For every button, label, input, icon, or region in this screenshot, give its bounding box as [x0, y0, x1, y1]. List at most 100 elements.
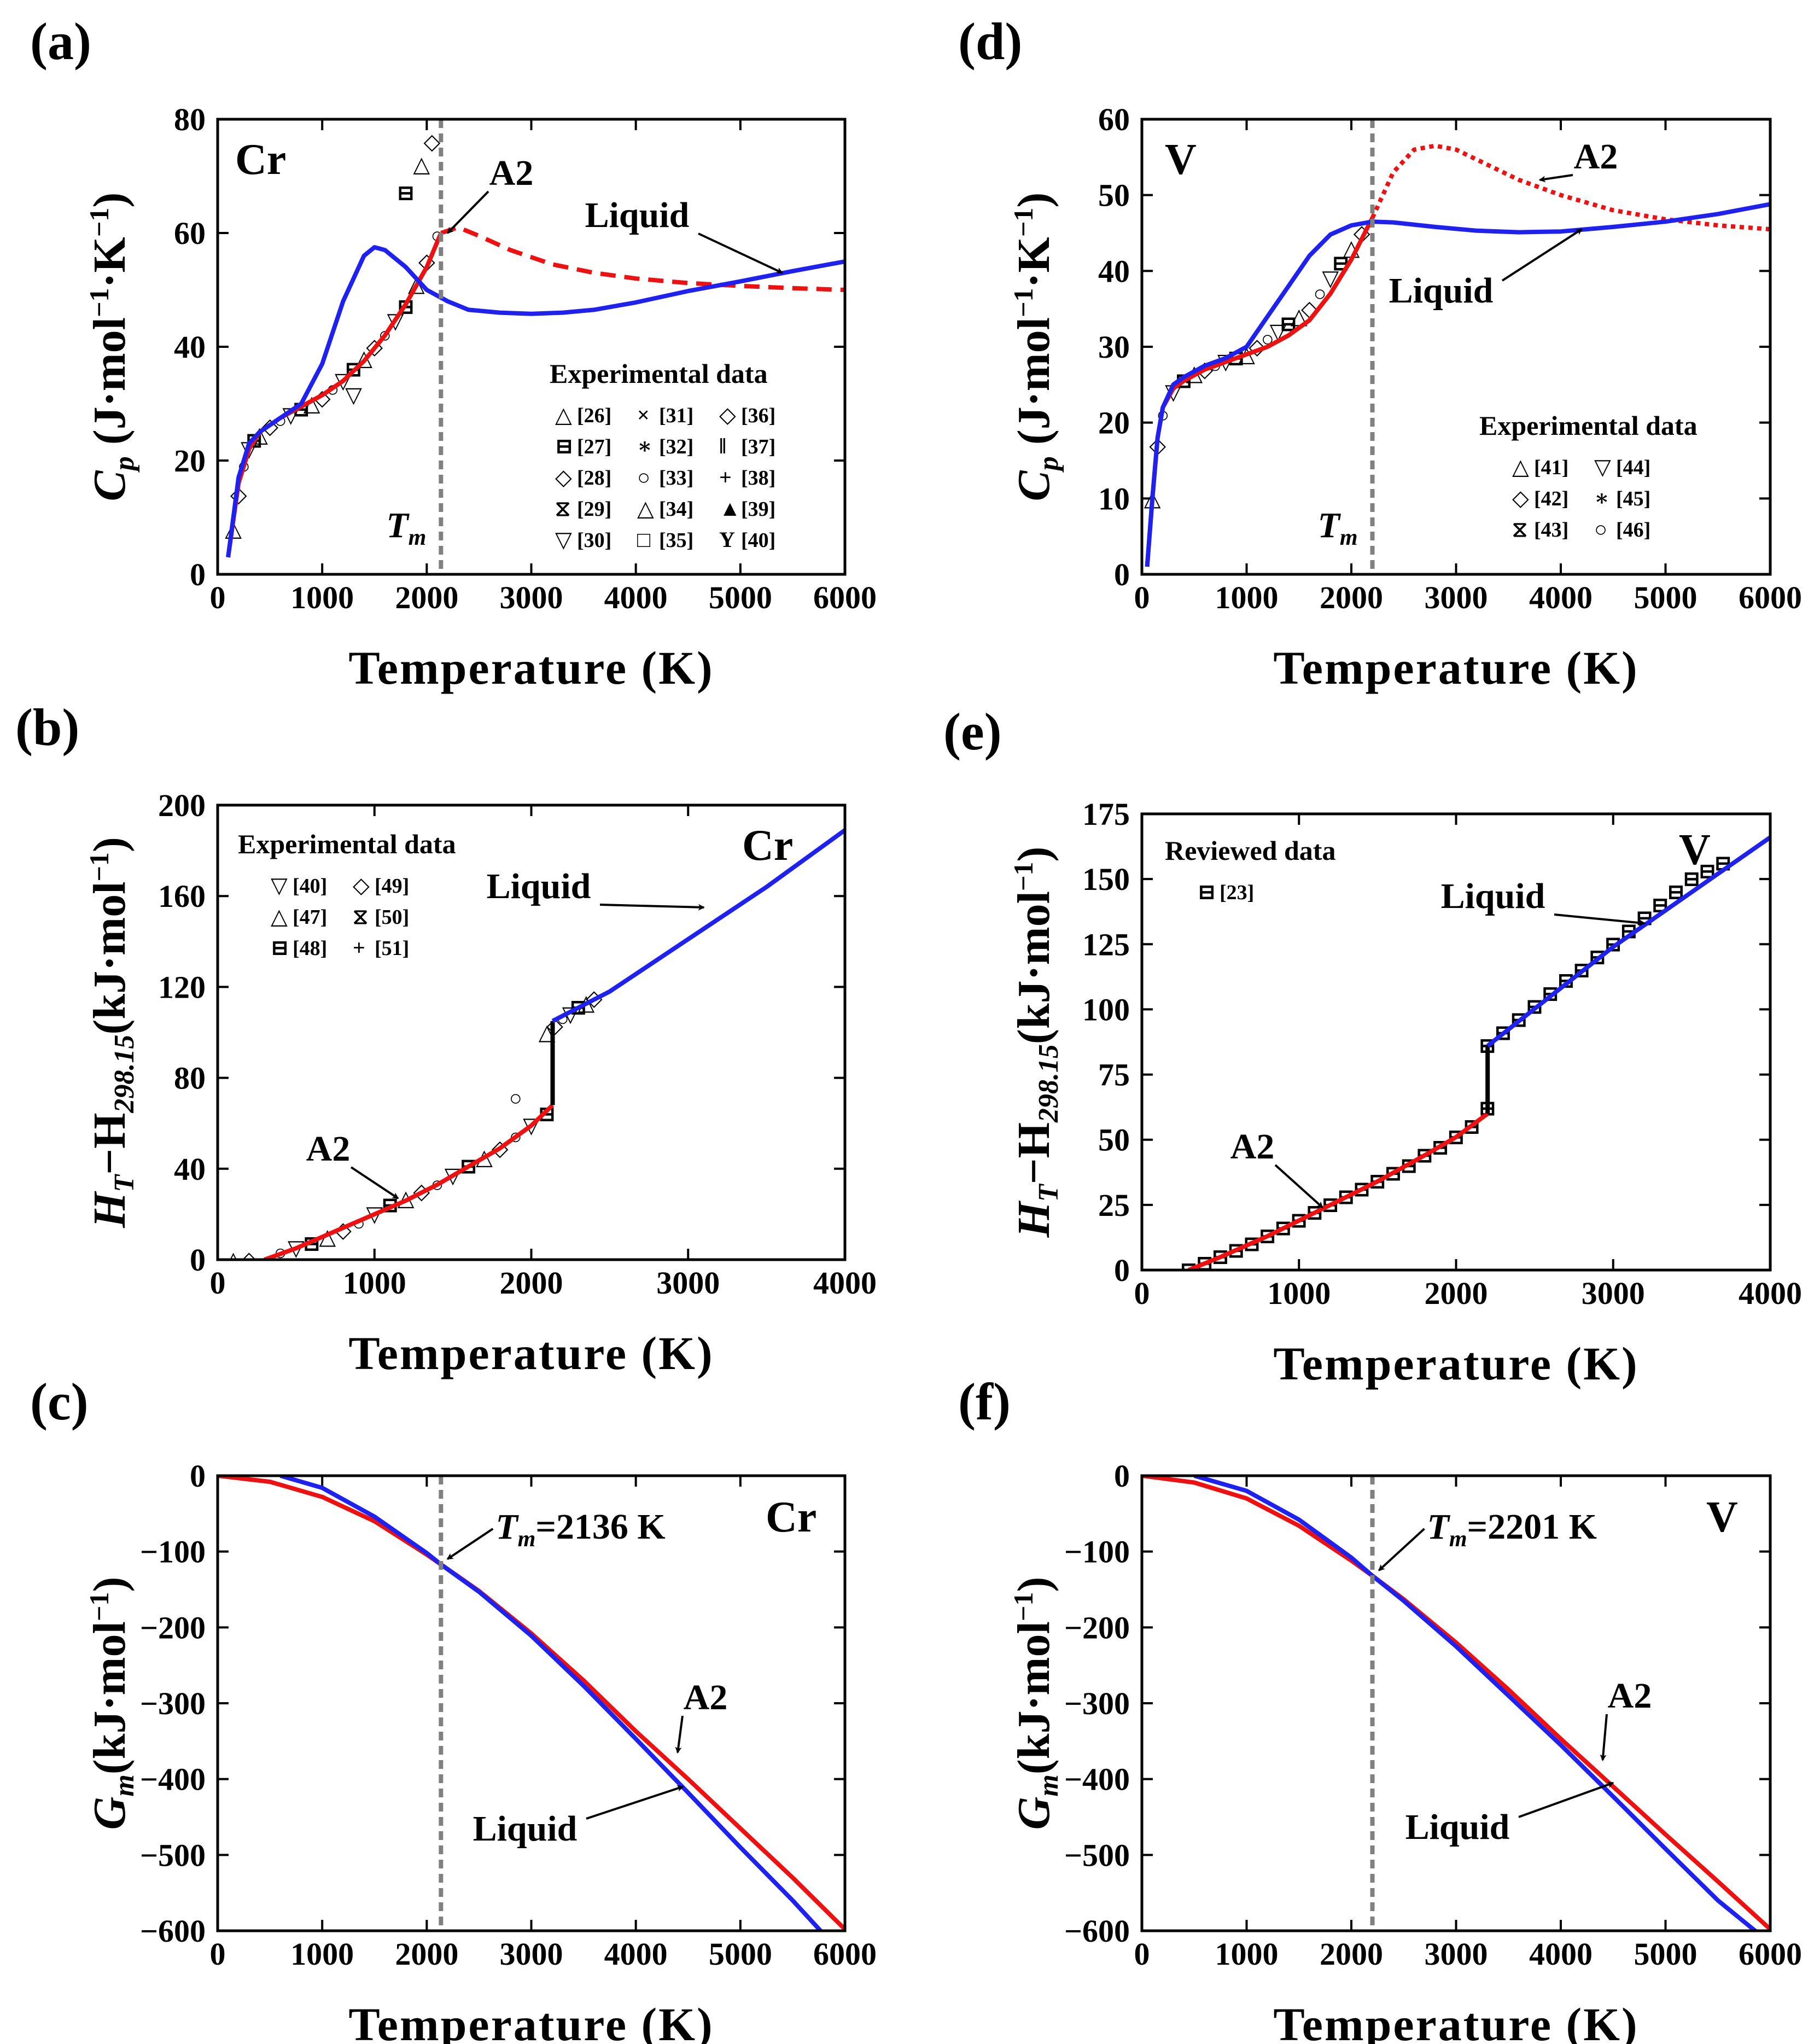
- tm-label: Tm: [386, 505, 426, 550]
- annotation-arrow: [1501, 228, 1583, 282]
- legend-symbol: +: [719, 465, 732, 490]
- x-tick-label: 3000: [1425, 580, 1488, 615]
- annotation-arrow: [698, 232, 784, 274]
- x-tick-label: 4000: [1739, 1276, 1802, 1311]
- legend-symbol: ▽: [1594, 455, 1611, 479]
- legend-ref: [32]: [659, 435, 693, 458]
- x-tick-label: 0: [1134, 1936, 1150, 1972]
- y-tick-label: 175: [1082, 796, 1130, 832]
- x-tick-label: 6000: [813, 580, 877, 615]
- x-tick-label: 6000: [1739, 1936, 1802, 1972]
- y-tick-label: 40: [174, 329, 206, 365]
- legend-symbol: +: [353, 935, 365, 960]
- legend-symbol: ▲: [719, 496, 741, 521]
- y-tick-label: −100: [140, 1534, 206, 1570]
- y-tick-label: −600: [1064, 1913, 1130, 1949]
- x-tick-label: 1000: [290, 580, 354, 615]
- legend-ref: [50]: [375, 906, 409, 929]
- legend-ref: [28]: [577, 467, 611, 490]
- panel-label: (d): [958, 12, 1022, 71]
- y-axis-label: Gm(kJ·mol−1): [84, 1577, 140, 1830]
- y-tick-label: 60: [1098, 102, 1130, 137]
- x-tick-label: 5000: [709, 1936, 772, 1972]
- x-tick-label: 6000: [813, 1936, 877, 1972]
- annotation-liquid: Liquid: [473, 1809, 578, 1849]
- y-tick-label: 0: [190, 1242, 206, 1278]
- annotation-a2: A2: [1230, 1127, 1275, 1167]
- y-tick-label: −500: [140, 1837, 206, 1873]
- panel-label: (e): [943, 702, 1002, 761]
- x-tick-label: 2000: [395, 1936, 458, 1972]
- legend-symbol: △: [637, 496, 654, 521]
- x-tick-label: 0: [1134, 1276, 1150, 1311]
- legend-ref: [43]: [1534, 519, 1568, 541]
- legend-symbol: ⧖: [555, 496, 570, 521]
- y-tick-label: 0: [190, 1458, 206, 1494]
- x-tick-label: 0: [210, 1265, 226, 1301]
- legend-symbol: ◇: [353, 873, 370, 898]
- x-tick-label: 1000: [343, 1265, 406, 1301]
- legend-ref: [51]: [375, 937, 409, 960]
- legend-ref: [40]: [741, 529, 775, 552]
- annotation-arrow: [1554, 913, 1646, 927]
- legend-symbol: ◇: [1512, 486, 1529, 510]
- x-tick-label: 2000: [1425, 1276, 1488, 1311]
- x-tick-label: 4000: [1529, 580, 1593, 615]
- legend-ref: [29]: [577, 498, 611, 521]
- legend-ref: [48]: [293, 937, 327, 960]
- y-axis-label: Cp (J·mol−1·K−1): [1008, 193, 1064, 502]
- y-tick-label: 125: [1082, 927, 1130, 962]
- annotation-arrow: [1538, 174, 1573, 183]
- x-tick-label: 5000: [1634, 1936, 1698, 1972]
- y-axis-label: HT−H298.15(kJ·mol−1): [84, 837, 140, 1228]
- x-axis-label: Temperature (K): [348, 1327, 714, 1379]
- y-tick-label: −100: [1064, 1534, 1130, 1570]
- legend-title: Experimental data: [1479, 410, 1698, 441]
- element-label: V: [1165, 136, 1197, 184]
- element-label: Cr: [766, 1493, 816, 1541]
- y-tick-label: −300: [1064, 1686, 1130, 1721]
- plot-frame: [216, 1474, 847, 1932]
- x-tick-label: 0: [210, 580, 226, 615]
- panel-label: (f): [958, 1372, 1011, 1431]
- annotation-a2: A2: [1574, 137, 1618, 177]
- x-tick-label: 5000: [1634, 580, 1698, 615]
- y-tick-label: −200: [1064, 1610, 1130, 1645]
- data-layer: [218, 1476, 845, 1931]
- series-liquid: [1145, 202, 1770, 567]
- annotation-liquid: Liquid: [1405, 1807, 1510, 1847]
- tm-arrow: [1378, 1528, 1425, 1571]
- legend-title: Experimental data: [550, 358, 768, 389]
- annotation-a2: A2: [1608, 1676, 1652, 1716]
- chart-panel-b: (b) 0 1000 2000 3000 4000 0 40 80 120 160 200 Temper…: [15, 698, 877, 1379]
- legend-symbol: △: [555, 403, 572, 427]
- chart-panel-f: (f) 0 1000 2000 3000 4000 5000 6000 0 −100 −200 −30…: [958, 1372, 1802, 2044]
- annotation-arrow: [1518, 1781, 1614, 1818]
- chart-panel-e: (e) 0 1000 2000 3000 4000 0 25 50 75 100 125 150 175 T…: [943, 702, 1802, 1390]
- x-tick-label: 3000: [656, 1265, 720, 1301]
- legend-symbol: ○: [1594, 517, 1607, 541]
- x-tick-label: 4000: [813, 1265, 877, 1301]
- x-tick-label: 5000: [709, 580, 772, 615]
- tm-label: Tm: [1317, 505, 1357, 550]
- y-tick-label: 40: [174, 1151, 206, 1187]
- legend-symbol: □: [637, 527, 650, 552]
- legend-ref: [39]: [741, 498, 775, 521]
- x-tick-label: 3000: [1582, 1276, 1645, 1311]
- y-tick-label: 20: [174, 443, 206, 479]
- annotation-arrow: [586, 1785, 684, 1820]
- y-tick-label: −400: [140, 1762, 206, 1797]
- x-tick-label: 4000: [604, 580, 668, 615]
- legend-ref: [40]: [293, 875, 327, 898]
- y-tick-label: 0: [1114, 1253, 1130, 1288]
- plot-frame: [1140, 118, 1772, 576]
- legend-symbol: ▽: [271, 873, 288, 898]
- x-axis-label: Temperature (K): [1273, 1337, 1638, 1390]
- y-tick-label: 0: [1114, 557, 1130, 592]
- x-tick-label: 2000: [1320, 580, 1383, 615]
- legend-ref: [46]: [1616, 519, 1650, 541]
- panel-label: (b): [15, 698, 79, 756]
- y-tick-label: −500: [1064, 1837, 1130, 1873]
- x-tick-label: 3000: [500, 580, 563, 615]
- legend-ref: [27]: [577, 435, 611, 458]
